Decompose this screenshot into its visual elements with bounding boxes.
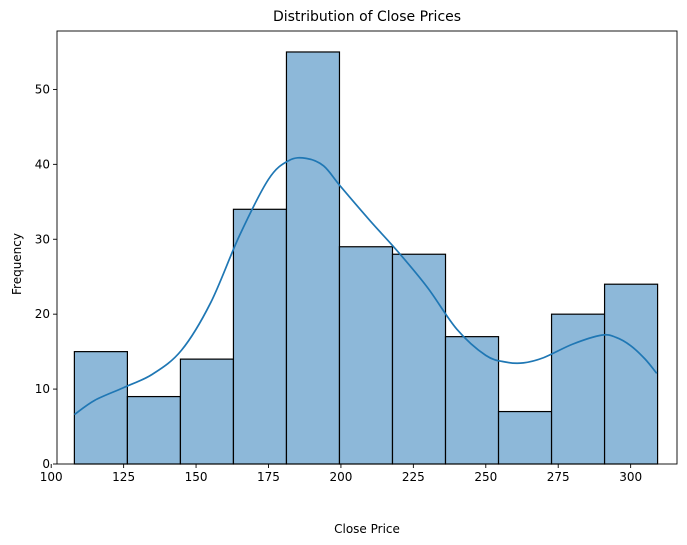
y-axis-ticks: 0 10 20 30 40 50 [35,82,57,471]
histogram-bar-9 [497,410,553,465]
x-tick-label: 275 [547,470,570,484]
y-tick-label: 10 [35,382,50,396]
kde-curve [73,156,658,416]
histogram-bar-7 [391,253,447,465]
y-tick-label: 40 [35,157,50,171]
histogram-bar-3 [179,358,235,465]
x-axis-ticks: 100 125 150 175 200 225 250 275 300 [40,464,642,484]
x-tick-label: 150 [185,470,208,484]
x-tick-label: 125 [112,470,135,484]
y-axis-title: Frequency [10,233,24,295]
x-tick-label: 175 [257,470,280,484]
histogram-bar-5 [285,51,341,465]
histogram-bar-2 [126,395,182,465]
x-axis-title: Close Price [334,522,400,536]
plot-area-frame [56,30,678,465]
x-tick-label: 200 [329,470,352,484]
x-tick-label: 300 [619,470,642,484]
y-tick-label: 30 [35,232,50,246]
y-tick-label: 20 [35,307,50,321]
histogram-bar-10 [550,313,606,465]
chart-title: Distribution of Close Prices [273,9,461,25]
histogram-bars [73,51,659,465]
x-tick-label: 250 [474,470,497,484]
y-tick-label: 0 [42,457,50,471]
histogram-bar-6 [338,246,394,465]
x-tick-label: 100 [40,470,63,484]
x-tick-label: 225 [402,470,425,484]
histogram-bar-8 [444,336,500,465]
histogram-bar-11 [603,283,659,465]
y-tick-label: 50 [35,82,50,96]
histogram-bar-4 [232,208,288,465]
